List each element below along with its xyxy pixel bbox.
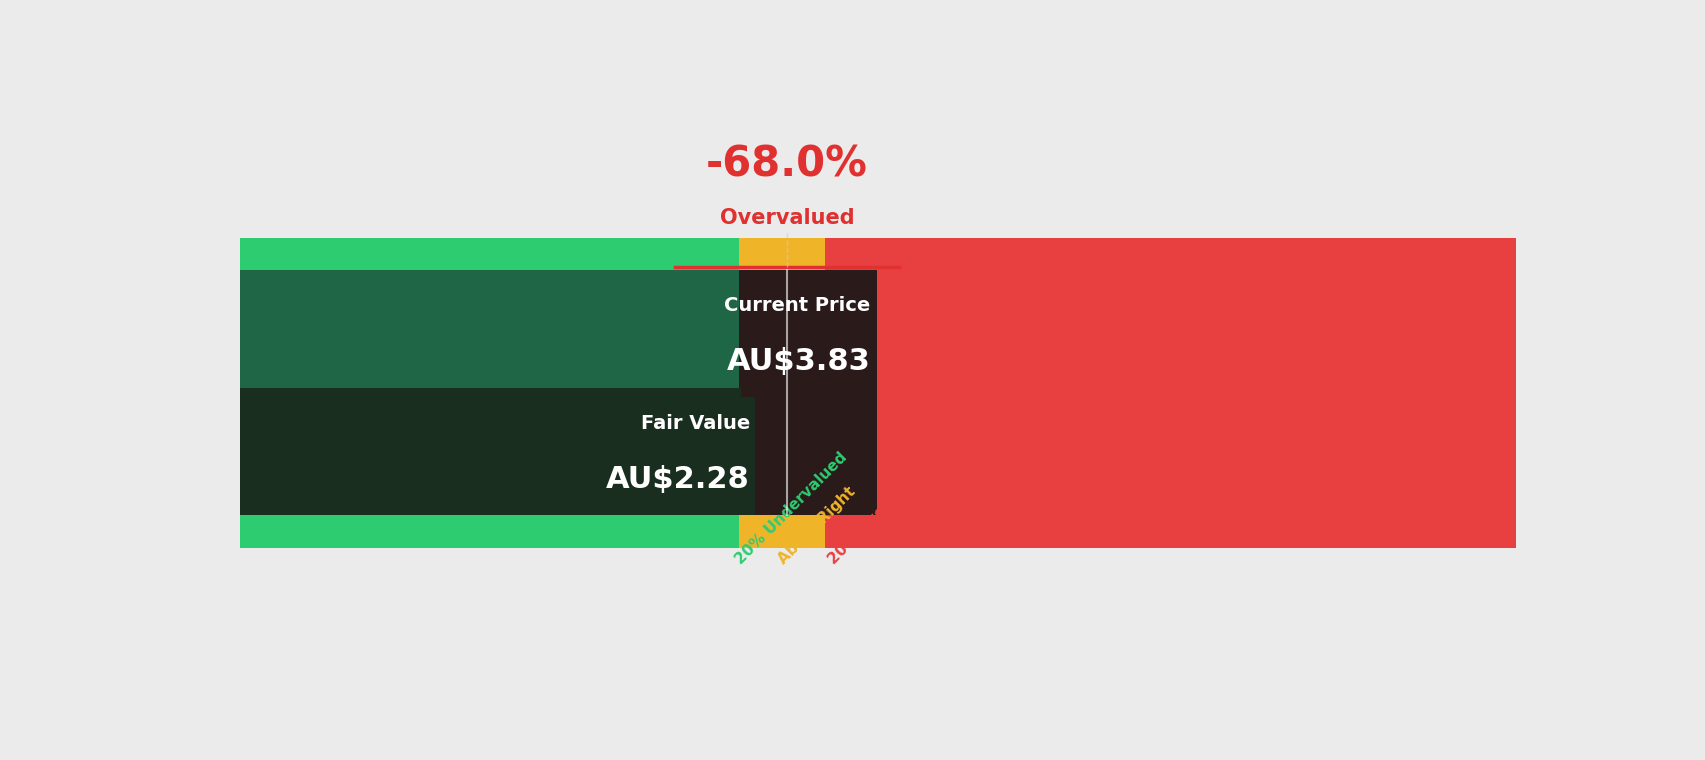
Bar xyxy=(740,270,875,397)
Text: 20% Overvalued: 20% Overvalued xyxy=(825,458,934,567)
Bar xyxy=(825,515,1514,548)
Bar xyxy=(239,270,738,515)
Bar xyxy=(825,237,1514,270)
Bar xyxy=(239,237,738,270)
Text: About Right: About Right xyxy=(776,484,858,567)
Bar xyxy=(825,270,1514,515)
Text: AU$2.28: AU$2.28 xyxy=(605,465,750,494)
Text: -68.0%: -68.0% xyxy=(706,144,868,186)
Bar xyxy=(239,270,738,515)
Bar xyxy=(239,388,755,515)
Text: Fair Value: Fair Value xyxy=(641,414,750,433)
Bar xyxy=(738,237,825,270)
Bar xyxy=(738,515,825,548)
Text: Overvalued: Overvalued xyxy=(720,208,854,228)
Bar xyxy=(738,270,825,515)
Text: Current Price: Current Price xyxy=(723,296,870,315)
Bar xyxy=(738,270,876,515)
Bar xyxy=(239,515,738,548)
Text: AU$3.83: AU$3.83 xyxy=(726,347,870,376)
Text: 20% Undervalued: 20% Undervalued xyxy=(733,449,849,567)
